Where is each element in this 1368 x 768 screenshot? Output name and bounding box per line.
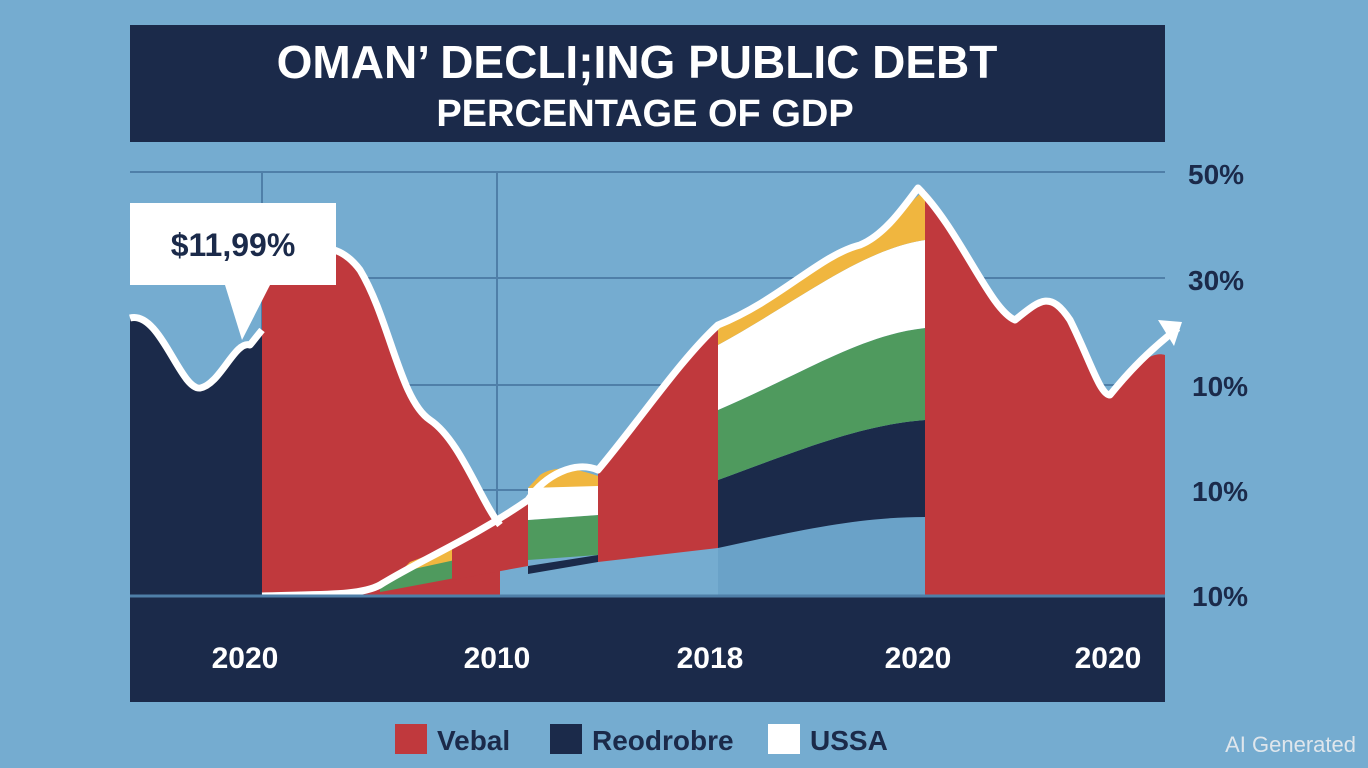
area-navy <box>130 317 262 596</box>
area-red <box>452 500 528 580</box>
title-banner <box>130 25 1165 142</box>
area-white <box>718 240 925 410</box>
subtitle: PERCENTAGE OF GDP <box>436 93 853 135</box>
legend-label: USSA <box>810 725 888 756</box>
callout-text: $11,99% <box>171 227 296 263</box>
legend-label: Reodrobre <box>592 725 734 756</box>
y-label: 10% <box>1192 476 1248 507</box>
y-label: 10% <box>1192 371 1248 402</box>
area-navy <box>528 555 598 574</box>
y-label: 50% <box>1188 159 1244 190</box>
area-light <box>718 517 925 596</box>
area-yellow <box>718 190 925 345</box>
arrow-head <box>1158 320 1182 346</box>
legend-label: Vebal <box>437 725 510 756</box>
area-white <box>528 485 598 520</box>
watermark: AI Generated <box>1225 732 1356 757</box>
x-axis-band <box>130 596 1165 702</box>
x-label: 2018 <box>677 642 744 675</box>
callout: $11,99% <box>130 203 336 340</box>
callout-box <box>130 203 336 340</box>
area-navy <box>718 420 925 548</box>
legend: Vebal Reodrobre USSA <box>395 724 888 756</box>
x-label: 2010 <box>464 642 531 675</box>
areas <box>129 184 1182 600</box>
area-red <box>598 330 718 562</box>
y-label: 10% <box>1192 581 1248 612</box>
area-red <box>262 248 500 596</box>
x-label: 2020 <box>1075 642 1142 675</box>
area-green <box>528 515 598 560</box>
legend-swatch <box>768 724 800 754</box>
y-label: 30% <box>1188 265 1244 296</box>
x-label: 2020 <box>885 642 952 675</box>
area-green <box>718 328 925 480</box>
legend-swatch <box>395 724 427 754</box>
title: OMAN’ DECLI;ING PUBLIC DEBT <box>277 36 998 88</box>
legend-swatch <box>550 724 582 754</box>
x-label: 2020 <box>212 642 279 675</box>
